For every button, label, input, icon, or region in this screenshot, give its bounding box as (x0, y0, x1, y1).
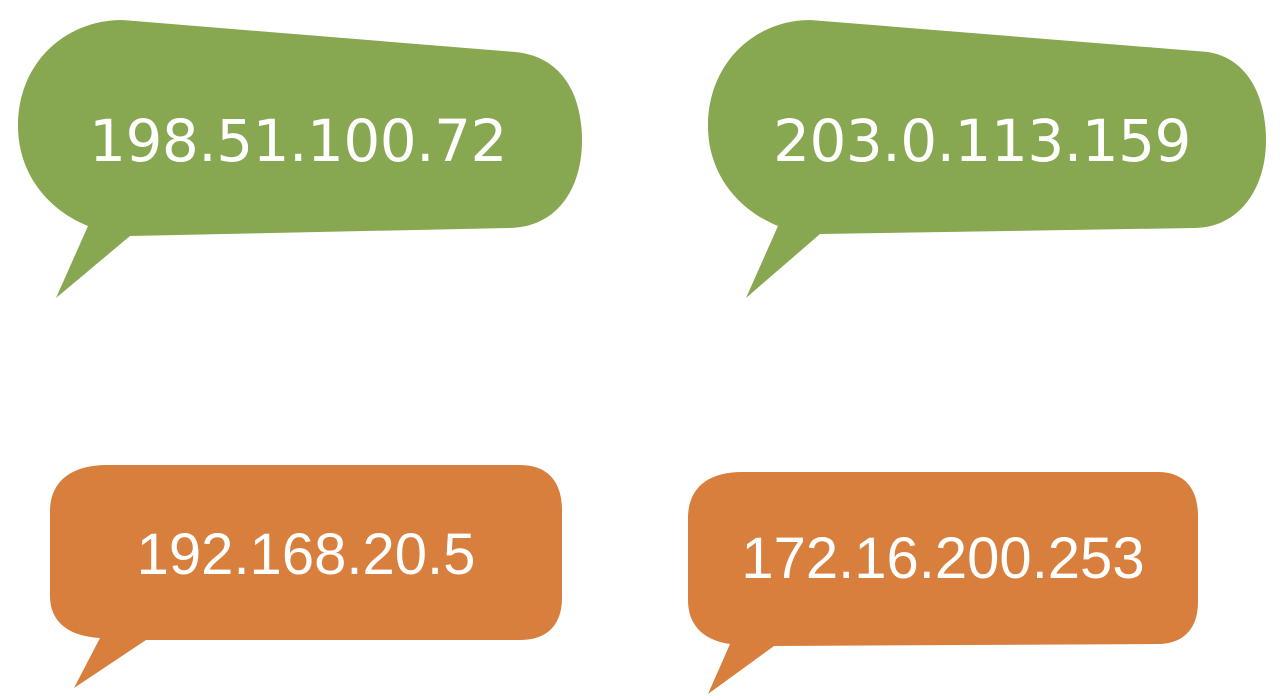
bubble-ip-label-2: 203.0.113.159 (773, 107, 1191, 175)
green-speech-bubble-2 (708, 20, 1266, 298)
bubble-ip-label-4: 172.16.200.253 (741, 526, 1145, 591)
orange-speech-bubble-2 (688, 472, 1198, 694)
bubble-ip-label-1: 198.51.100.72 (89, 107, 507, 175)
orange-speech-bubble-1 (50, 465, 562, 688)
green-speech-bubble-1 (18, 20, 582, 298)
bubble-ip-label-3: 192.168.20.5 (136, 522, 476, 587)
